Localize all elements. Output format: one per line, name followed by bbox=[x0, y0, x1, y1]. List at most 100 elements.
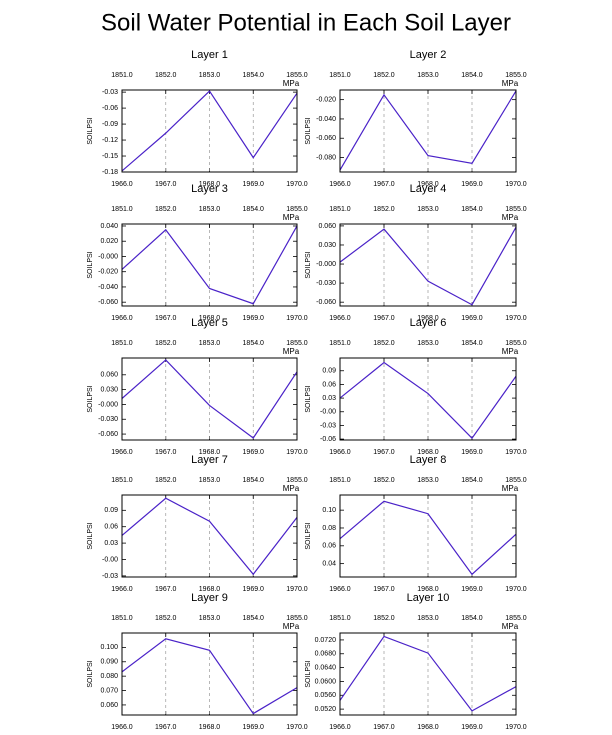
x2-tick-label: 1851.0 bbox=[111, 206, 133, 213]
y-tick-label: -0.040 bbox=[98, 284, 118, 291]
x-tick-label: 1968.0 bbox=[417, 181, 439, 188]
x2-tick-label: 1855.0 bbox=[286, 477, 308, 484]
y-tick-label: 0.070 bbox=[100, 687, 118, 694]
x-tick-label: 1967.0 bbox=[155, 181, 177, 188]
x-tick-label: 1970.0 bbox=[286, 724, 308, 731]
data-line bbox=[121, 359, 298, 439]
data-line bbox=[121, 225, 298, 305]
y-tick-label: -0.00 bbox=[320, 409, 336, 416]
y-tick-label: -0.09 bbox=[102, 121, 118, 128]
y-tick-label: 0.020 bbox=[100, 238, 118, 245]
y-axis-label: SOILPSI bbox=[305, 385, 312, 412]
x-tick-label: 1969.0 bbox=[243, 181, 265, 188]
x-tick-label: 1967.0 bbox=[155, 724, 177, 731]
x-tick-label: 1967.0 bbox=[155, 449, 177, 456]
units-label: MPa bbox=[283, 347, 300, 356]
x2-tick-label: 1851.0 bbox=[111, 72, 133, 79]
x-tick-label: 1969.0 bbox=[243, 724, 265, 731]
x-tick-label: 1967.0 bbox=[373, 315, 395, 322]
y-tick-label: -0.020 bbox=[98, 269, 118, 276]
y-tick-label: 0.100 bbox=[100, 644, 118, 651]
plot-frame bbox=[121, 632, 298, 716]
x-tick-label: 1966.0 bbox=[111, 181, 133, 188]
y-tick-label: 0.03 bbox=[104, 540, 118, 547]
x2-tick-label: 1854.0 bbox=[461, 206, 483, 213]
x2-tick-label: 1851.0 bbox=[329, 206, 351, 213]
x2-tick-label: 1855.0 bbox=[286, 340, 308, 347]
x-tick-label: 1970.0 bbox=[505, 315, 527, 322]
units-label: MPa bbox=[502, 347, 519, 356]
panel-title: Layer 1 bbox=[191, 49, 228, 61]
x2-tick-label: 1854.0 bbox=[461, 340, 483, 347]
y-tick-label: -0.060 bbox=[98, 299, 118, 306]
y-tick-label: -0.06 bbox=[102, 105, 118, 112]
x-tick-label: 1966.0 bbox=[111, 586, 133, 593]
x-tick-label: 1970.0 bbox=[286, 315, 308, 322]
plot-frame bbox=[121, 357, 298, 441]
data-line bbox=[339, 635, 517, 712]
x-tick-label: 1969.0 bbox=[461, 181, 483, 188]
x-tick-label: 1968.0 bbox=[199, 315, 221, 322]
x-tick-label: 1969.0 bbox=[243, 315, 265, 322]
x-tick-label: 1970.0 bbox=[505, 724, 527, 731]
y-tick-label: -0.06 bbox=[320, 436, 336, 443]
y-tick-label: 0.0640 bbox=[315, 664, 337, 671]
x2-tick-label: 1851.0 bbox=[111, 477, 133, 484]
x2-tick-label: 1855.0 bbox=[505, 340, 527, 347]
y-tick-label: 0.060 bbox=[318, 223, 336, 230]
x-tick-label: 1967.0 bbox=[373, 586, 395, 593]
y-tick-label: -0.030 bbox=[316, 280, 336, 287]
x2-tick-label: 1852.0 bbox=[373, 340, 395, 347]
plot-frame bbox=[339, 89, 517, 173]
x2-tick-label: 1854.0 bbox=[461, 477, 483, 484]
y-axis-label: SOILPSI bbox=[305, 117, 312, 144]
x-tick-label: 1969.0 bbox=[461, 315, 483, 322]
y-tick-label: -0.12 bbox=[102, 137, 118, 144]
x-tick-label: 1968.0 bbox=[417, 586, 439, 593]
units-label: MPa bbox=[283, 484, 300, 493]
y-tick-label: -0.020 bbox=[316, 96, 336, 103]
x2-tick-label: 1853.0 bbox=[417, 477, 439, 484]
y-tick-label: -0.060 bbox=[316, 135, 336, 142]
x-tick-label: 1968.0 bbox=[417, 724, 439, 731]
plot-frame bbox=[121, 89, 298, 173]
x-tick-label: 1968.0 bbox=[199, 586, 221, 593]
y-axis-label: SOILPSI bbox=[305, 522, 312, 549]
plot-frame bbox=[339, 357, 517, 441]
x-tick-label: 1967.0 bbox=[373, 181, 395, 188]
y-tick-label: 0.09 bbox=[322, 368, 336, 375]
x2-tick-label: 1853.0 bbox=[199, 477, 221, 484]
y-tick-label: 0.06 bbox=[322, 381, 336, 388]
y-tick-label: 0.09 bbox=[104, 507, 118, 514]
y-tick-label: -0.030 bbox=[98, 416, 118, 423]
units-label: MPa bbox=[502, 213, 519, 222]
y-tick-label: 0.0560 bbox=[315, 692, 337, 699]
x2-tick-label: 1852.0 bbox=[155, 615, 177, 622]
data-line bbox=[339, 500, 517, 576]
y-tick-label: -0.03 bbox=[102, 573, 118, 580]
plot-frame bbox=[339, 223, 517, 307]
y-axis-label: SOILPSI bbox=[87, 117, 94, 144]
units-label: MPa bbox=[283, 622, 300, 631]
y-tick-label: 0.080 bbox=[100, 673, 118, 680]
y-tick-label: 0.08 bbox=[322, 525, 336, 532]
y-tick-label: 0.06 bbox=[322, 543, 336, 550]
x-tick-label: 1966.0 bbox=[111, 449, 133, 456]
x2-tick-label: 1854.0 bbox=[243, 206, 265, 213]
x2-tick-label: 1854.0 bbox=[461, 72, 483, 79]
plot-frame bbox=[339, 632, 517, 716]
y-tick-label: -0.18 bbox=[102, 169, 118, 176]
x2-tick-label: 1853.0 bbox=[199, 615, 221, 622]
x2-tick-label: 1855.0 bbox=[286, 206, 308, 213]
panel-title: Layer 4 bbox=[410, 183, 447, 195]
x2-tick-label: 1851.0 bbox=[111, 340, 133, 347]
x2-tick-label: 1851.0 bbox=[329, 615, 351, 622]
y-axis-label: SOILPSI bbox=[87, 660, 94, 687]
y-tick-label: 0.060 bbox=[100, 702, 118, 709]
x-tick-label: 1968.0 bbox=[199, 181, 221, 188]
x-tick-label: 1968.0 bbox=[417, 449, 439, 456]
y-tick-label: 0.030 bbox=[100, 386, 118, 393]
x-tick-label: 1968.0 bbox=[417, 315, 439, 322]
y-tick-label: -0.000 bbox=[98, 253, 118, 260]
x-tick-label: 1968.0 bbox=[199, 449, 221, 456]
